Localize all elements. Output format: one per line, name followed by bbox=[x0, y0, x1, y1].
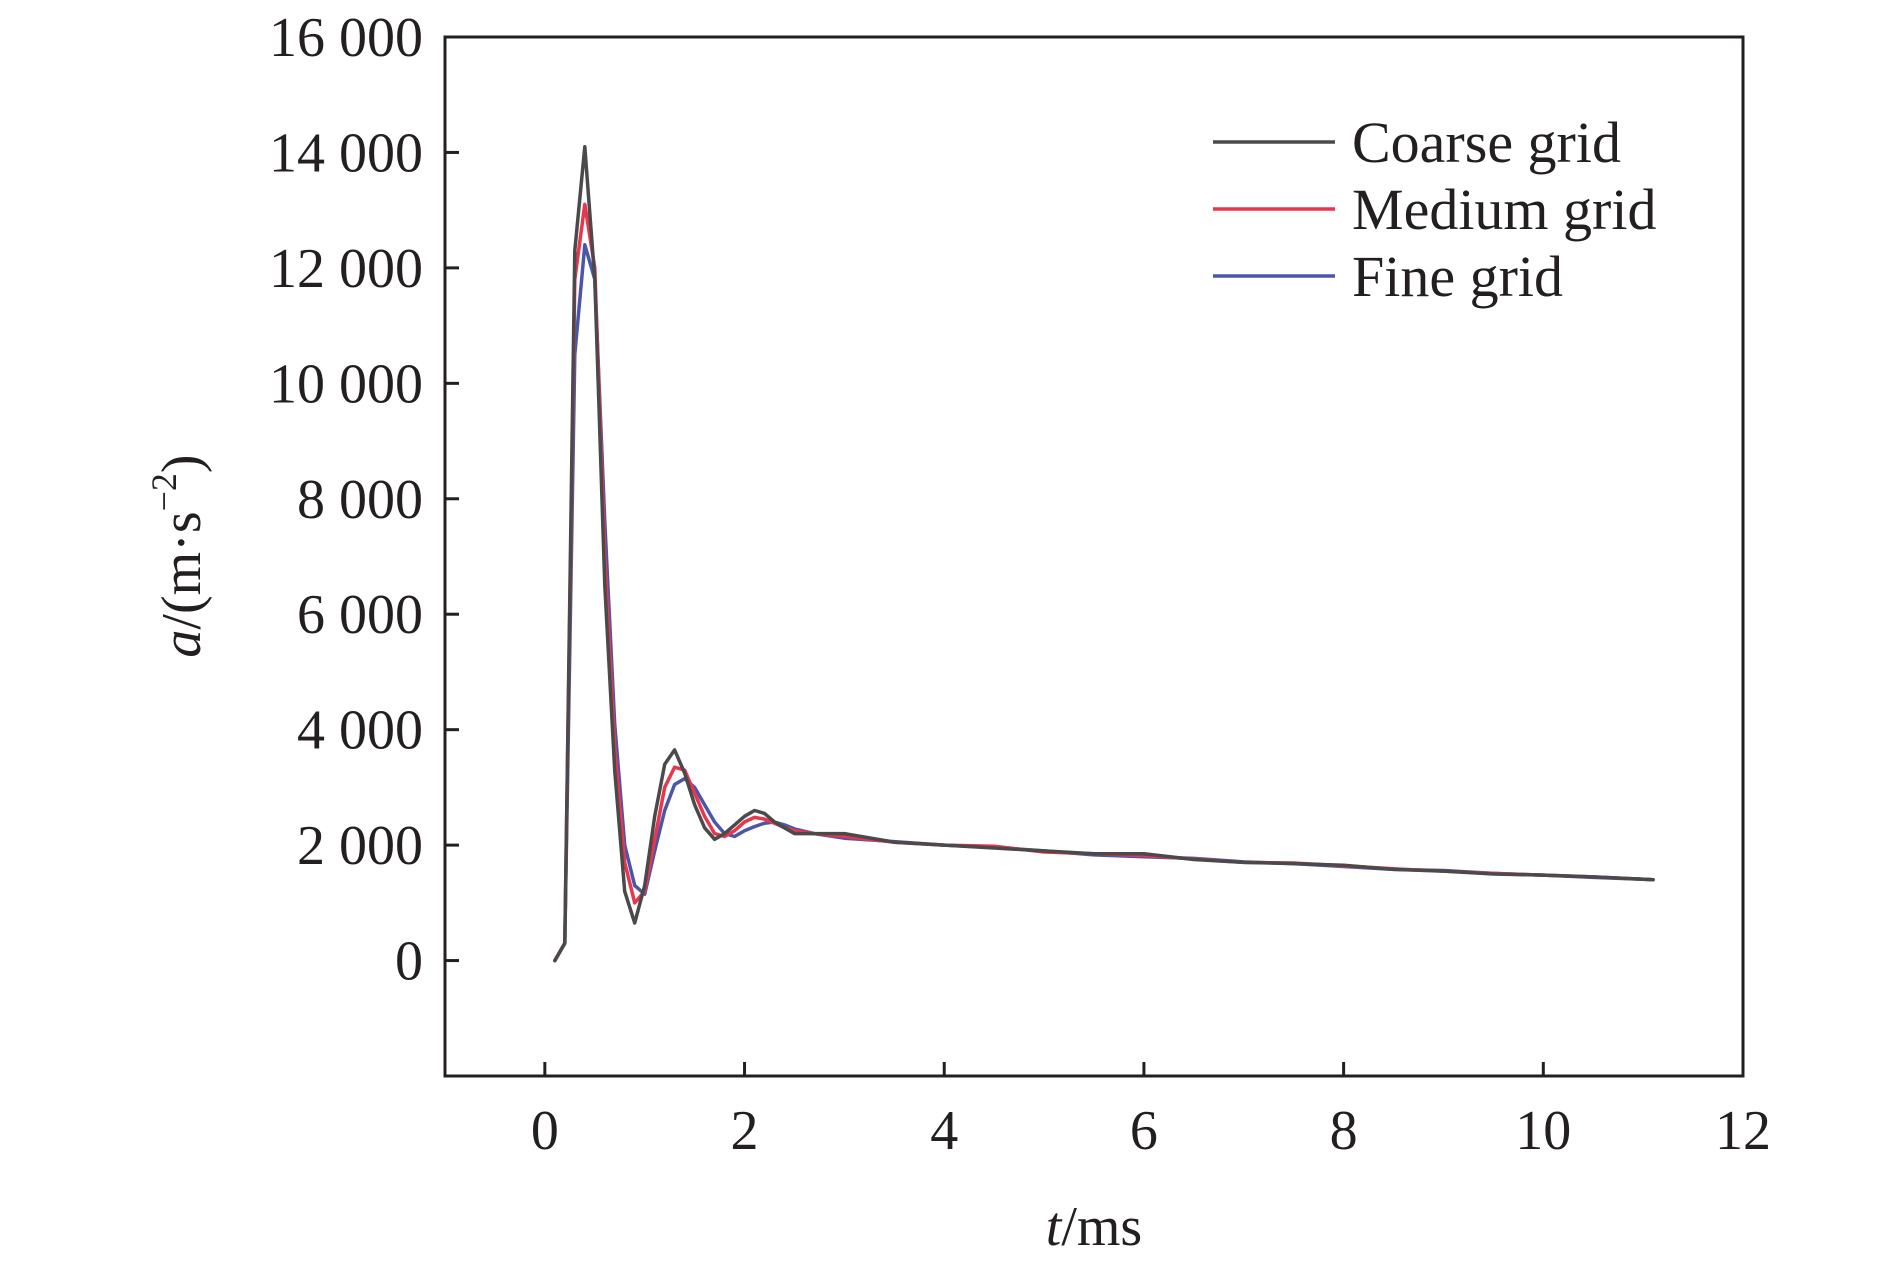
y-axis-unit-pre: /(m·s bbox=[151, 511, 213, 629]
y-tick-label: 0 bbox=[395, 931, 423, 993]
x-tick-label: 0 bbox=[531, 1100, 559, 1162]
x-tick-label: 12 bbox=[1715, 1100, 1771, 1162]
x-axis-title: t/ms bbox=[1046, 1196, 1142, 1258]
legend-label: Medium grid bbox=[1352, 177, 1656, 242]
x-axis-unit: /ms bbox=[1061, 1196, 1142, 1258]
x-axis-var: t bbox=[1046, 1196, 1063, 1258]
y-axis-ticks: 0 2 000 4 000 6 000 8 000 10 000 12 000 14 000 1… bbox=[269, 7, 459, 993]
y-axis-unit-exp: −2 bbox=[144, 473, 184, 511]
series-line bbox=[553, 144, 1655, 963]
y-tick-label: 8 000 bbox=[297, 469, 423, 531]
x-axis-ticks: 0 2 4 6 8 10 12 bbox=[531, 1062, 1771, 1162]
series-line bbox=[553, 202, 1655, 963]
y-axis-var: a bbox=[151, 630, 213, 658]
y-tick-label: 10 000 bbox=[269, 353, 423, 415]
y-tick-label: 12 000 bbox=[269, 238, 423, 300]
x-tick-label: 6 bbox=[1130, 1100, 1158, 1162]
y-tick-label: 14 000 bbox=[269, 122, 423, 184]
x-tick-label: 2 bbox=[731, 1100, 759, 1162]
plot-frame bbox=[443, 35, 1745, 1078]
legend-label: Fine grid bbox=[1352, 244, 1563, 309]
legend-label: Coarse grid bbox=[1352, 110, 1621, 175]
y-tick-label: 6 000 bbox=[297, 584, 423, 646]
y-axis-title: a/(m·s−2) bbox=[144, 454, 213, 657]
x-tick-label: 4 bbox=[930, 1100, 958, 1162]
x-tick-label: 8 bbox=[1330, 1100, 1358, 1162]
y-axis-unit-post: ) bbox=[151, 454, 213, 473]
y-tick-label: 16 000 bbox=[269, 7, 423, 69]
x-tick-label: 10 bbox=[1515, 1100, 1571, 1162]
y-tick-label: 4 000 bbox=[297, 700, 423, 762]
series-layer bbox=[553, 144, 1655, 963]
y-tick-label: 2 000 bbox=[297, 815, 423, 877]
